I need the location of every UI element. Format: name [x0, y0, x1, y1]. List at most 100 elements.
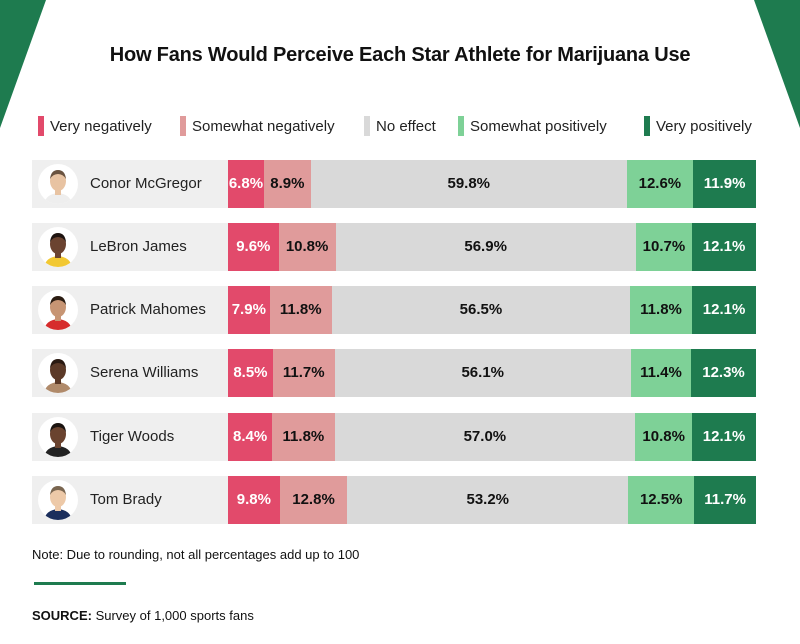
chart-row: Patrick Mahomes 7.9% 11.8% 56.5% 11.8% 12.1% — [32, 286, 757, 334]
athlete-avatar — [38, 227, 78, 267]
data-label: 12.1% — [702, 238, 746, 255]
data-label: 6.8% — [228, 175, 264, 192]
source-text: Survey of 1,000 sports fans — [91, 608, 254, 623]
athlete-name: LeBron James — [90, 238, 187, 255]
bar-segment-no-effect — [335, 223, 637, 271]
athlete-name: Patrick Mahomes — [90, 301, 206, 318]
bar-segment-somewhat-positively — [628, 476, 695, 524]
source-line: SOURCE: Survey of 1,000 sports fans — [32, 608, 254, 623]
data-label: 11.9% — [703, 175, 746, 192]
data-label: 12.1% — [702, 428, 746, 445]
bar-segment-very-negatively — [228, 476, 281, 524]
legend-label: Somewhat positively — [470, 117, 607, 135]
bar-segment-somewhat-negatively — [269, 286, 333, 334]
athlete-name: Conor McGregor — [90, 175, 202, 192]
data-label: 56.9% — [464, 238, 507, 255]
divider-line — [34, 582, 126, 585]
bar-segment-no-effect — [334, 413, 636, 461]
athlete-name: Tom Brady — [90, 491, 162, 508]
legend-label: Somewhat negatively — [192, 117, 335, 135]
bar-segment-somewhat-positively — [635, 223, 693, 271]
data-label: 12.3% — [702, 364, 745, 381]
stacked-bar: 8.4% 11.8% 57.0% 10.8% 12.1% — [228, 413, 757, 461]
legend-swatch — [180, 116, 186, 136]
bar-segment-somewhat-negatively — [279, 476, 348, 524]
athlete-avatar — [38, 417, 78, 457]
athlete-name: Tiger Woods — [90, 428, 175, 445]
data-label: 9.6% — [236, 238, 271, 255]
data-label: 11.7% — [282, 364, 325, 381]
bar-segment-somewhat-positively — [635, 413, 693, 461]
legend-swatch — [458, 116, 464, 136]
left-corner-decoration — [0, 0, 46, 128]
bar-segment-somewhat-negatively — [263, 160, 312, 208]
legend-item-very-positively: Very positively — [644, 116, 752, 136]
athlete-name: Serena Williams — [90, 364, 199, 381]
chart-row: Tom Brady 9.8% 12.8% 53.2% 12.5% 11.7% — [32, 476, 757, 524]
bar-segment-no-effect — [334, 349, 632, 397]
bar-segment-very-negatively — [228, 413, 273, 461]
bar-segment-somewhat-negatively — [278, 223, 337, 271]
data-label: 9.8% — [236, 491, 271, 508]
bar-segment-somewhat-positively — [629, 286, 693, 334]
stacked-bar: 6.8% 8.9% 59.8% 12.6% 11.9% — [228, 160, 757, 208]
legend-swatch — [644, 116, 650, 136]
bar-segment-very-positively — [691, 349, 757, 397]
bar-segment-somewhat-negatively — [272, 349, 336, 397]
data-label: 12.1% — [702, 301, 746, 318]
data-label: 11.4% — [640, 364, 682, 381]
data-label: 56.1% — [461, 364, 505, 381]
legend-item-very-negatively: Very negatively — [38, 116, 152, 136]
chart-title: How Fans Would Perceive Each Star Athlet… — [109, 44, 691, 66]
athlete-avatar — [38, 353, 78, 393]
data-label: 12.6% — [638, 175, 682, 192]
athlete-avatar — [38, 164, 78, 204]
legend-item-no-effect: No effect — [364, 116, 436, 136]
source-label: SOURCE: — [32, 608, 92, 623]
data-label: 10.7% — [642, 238, 686, 255]
data-label: 53.2% — [466, 491, 510, 508]
stacked-bar: 8.5% 11.7% 56.1% 11.4% 12.3% — [228, 349, 757, 397]
legend-item-somewhat-positively: Somewhat positively — [458, 116, 607, 136]
data-label: 8.4% — [233, 428, 268, 445]
data-label: 8.5% — [233, 364, 268, 381]
bar-segment-no-effect — [347, 476, 629, 524]
bar-segment-very-positively — [694, 476, 757, 524]
data-label: 56.5% — [459, 301, 503, 318]
chart-row: LeBron James 9.6% 10.8% 56.9% 10.7% 12.1% — [32, 223, 757, 271]
data-label: 8.9% — [270, 175, 305, 192]
data-label: 10.8% — [642, 428, 685, 445]
legend-label: No effect — [376, 117, 436, 135]
legend-label: Very negatively — [50, 117, 152, 135]
athlete-avatar — [38, 480, 78, 520]
right-corner-decoration — [754, 0, 800, 128]
bar-segment-somewhat-positively — [626, 160, 694, 208]
bar-segment-no-effect — [310, 160, 628, 208]
bar-segment-somewhat-positively — [630, 349, 692, 397]
bar-segment-somewhat-negatively — [272, 413, 336, 461]
bar-segment-very-positively — [692, 223, 757, 271]
legend-label: Very positively — [656, 117, 752, 135]
data-label: 10.8% — [285, 238, 329, 255]
bar-segment-very-positively — [692, 413, 757, 461]
data-label: 11.8% — [279, 301, 322, 318]
chart-row: Conor McGregor 6.8% 8.9% 59.8% 12.6% 11.9% — [32, 160, 757, 208]
data-label: 7.9% — [231, 301, 266, 318]
stacked-bar: 9.8% 12.8% 53.2% 12.5% 11.7% — [228, 476, 757, 524]
stacked-bar: 9.6% 10.8% 56.9% 10.7% 12.1% — [228, 223, 757, 271]
bar-segment-very-negatively — [228, 160, 265, 208]
data-label: 11.8% — [282, 428, 325, 445]
bar-segment-very-negatively — [228, 349, 274, 397]
data-label: 12.5% — [639, 491, 683, 508]
data-label: 11.7% — [704, 491, 746, 508]
athlete-avatar — [38, 290, 78, 330]
footnote: Note: Due to rounding, not all percentag… — [32, 547, 360, 562]
data-label: 11.8% — [640, 301, 682, 318]
bar-segment-very-negatively — [228, 286, 271, 334]
legend-swatch — [364, 116, 370, 136]
stacked-bar: 7.9% 11.8% 56.5% 11.8% 12.1% — [228, 286, 757, 334]
bar-segment-very-positively — [692, 286, 757, 334]
chart-row: Serena Williams 8.5% 11.7% 56.1% 11.4% 12.3% — [32, 349, 757, 397]
data-label: 59.8% — [447, 175, 491, 192]
data-label: 12.8% — [292, 491, 335, 508]
